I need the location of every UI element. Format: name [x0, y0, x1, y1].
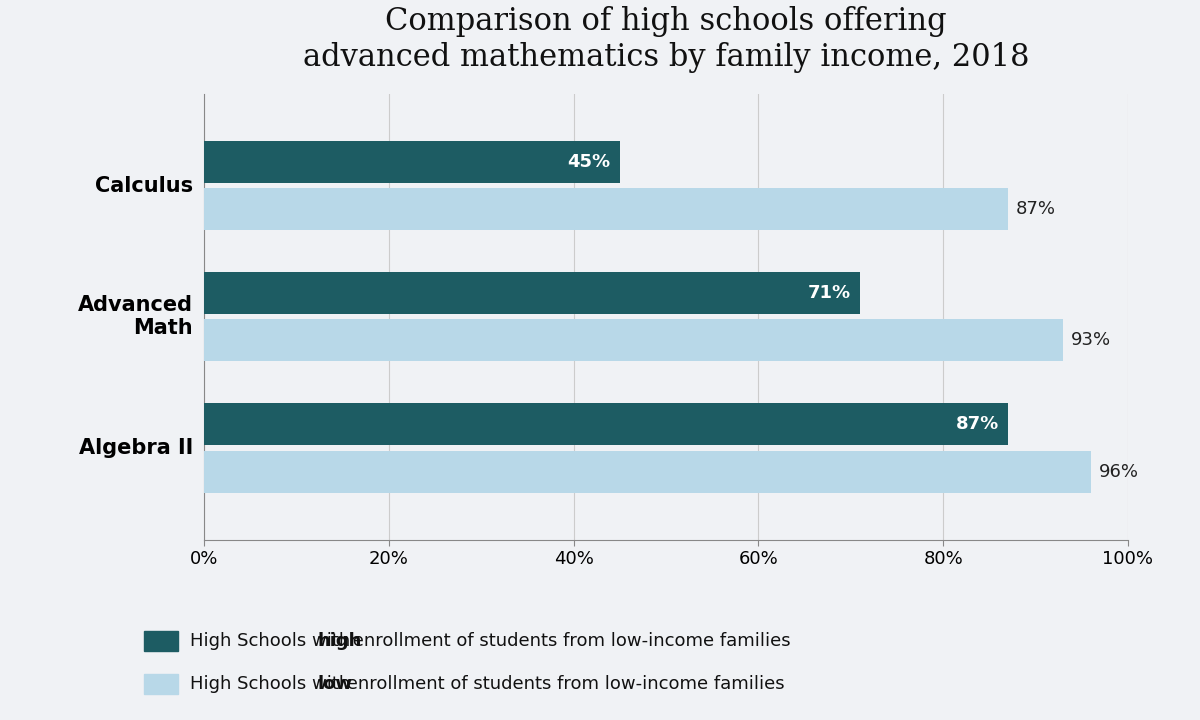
Bar [204, 272, 860, 314]
Bar [204, 451, 1091, 492]
Text: High Schools with: High Schools with [190, 632, 355, 649]
Text: high: high [318, 632, 361, 649]
Text: 96%: 96% [1098, 463, 1139, 481]
Bar [204, 188, 1008, 230]
Text: low: low [318, 675, 353, 693]
Bar [204, 403, 1008, 446]
Title: Comparison of high schools offering
advanced mathematics by family income, 2018: Comparison of high schools offering adva… [302, 6, 1030, 73]
Text: 71%: 71% [808, 284, 851, 302]
Text: 87%: 87% [955, 415, 998, 433]
Text: enrollment of students from low-income families: enrollment of students from low-income f… [342, 675, 785, 693]
Text: enrollment of students from low-income families: enrollment of students from low-income f… [348, 632, 791, 649]
Text: High Schools with: High Schools with [190, 675, 355, 693]
Text: 93%: 93% [1070, 331, 1111, 349]
Bar [204, 320, 1063, 361]
Bar [204, 141, 620, 183]
Text: 45%: 45% [568, 153, 611, 171]
Text: 87%: 87% [1015, 200, 1055, 218]
